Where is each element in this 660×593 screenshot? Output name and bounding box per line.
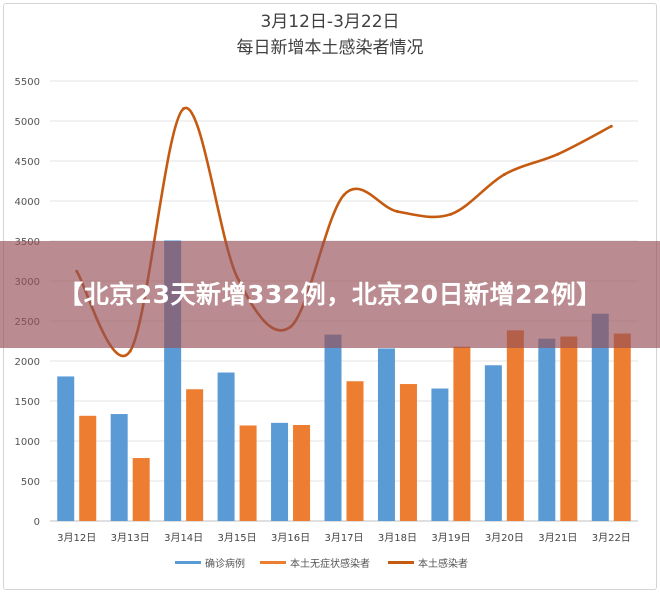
bar-confirmed xyxy=(484,365,502,521)
legend-label: 本土无症状感染者 xyxy=(290,557,370,570)
bar-asymptomatic xyxy=(186,389,204,521)
headline-text: 【北京23天新增332例，北京20日新增22例】 xyxy=(58,279,602,309)
legend: 确诊病例 本土无症状感染者 本土感染者 xyxy=(175,557,468,570)
x-tick-label: 3月20日 xyxy=(485,532,524,544)
y-tick-label: 5500 xyxy=(15,77,40,88)
line-point xyxy=(502,173,506,177)
line-point xyxy=(609,124,613,128)
chart-subtitle: 每日新增本土感染者情况 xyxy=(237,38,424,58)
bar-confirmed xyxy=(431,388,449,521)
line-point xyxy=(395,209,399,213)
bar-confirmed xyxy=(217,372,235,521)
bar-confirmed xyxy=(538,338,556,521)
legend-swatch xyxy=(175,561,201,564)
x-tick-label: 3月19日 xyxy=(431,532,470,544)
y-tick-label: 5000 xyxy=(15,117,40,128)
line-point xyxy=(128,349,132,353)
bars xyxy=(57,240,631,521)
x-tick-label: 3月16日 xyxy=(271,532,310,544)
y-tick-label: 4500 xyxy=(15,157,40,168)
legend-item: 确诊病例 xyxy=(175,557,245,570)
y-tick-label: 4000 xyxy=(15,197,40,208)
x-tick-label: 3月15日 xyxy=(218,532,257,544)
bar-confirmed xyxy=(591,313,609,521)
bar-asymptomatic xyxy=(132,458,150,521)
legend-item: 本土无症状感染者 xyxy=(260,557,370,570)
headline-banner: 【北京23天新增332例，北京20日新增22例】 xyxy=(0,241,660,348)
legend-label: 本土感染者 xyxy=(418,557,468,570)
x-tick-label: 3月14日 xyxy=(164,532,203,544)
bar-asymptomatic xyxy=(506,330,524,521)
x-tick-label: 3月18日 xyxy=(378,532,417,544)
bar-asymptomatic xyxy=(346,381,364,521)
legend-swatch xyxy=(388,561,414,564)
bar-asymptomatic xyxy=(613,333,631,521)
x-tick-label: 3月17日 xyxy=(324,532,363,544)
bar-confirmed xyxy=(110,414,128,521)
chart-title: 3月12日-3月22日 xyxy=(260,12,399,32)
x-tick-label: 3月22日 xyxy=(592,532,631,544)
bar-confirmed xyxy=(324,334,342,521)
legend-label: 确诊病例 xyxy=(205,557,245,570)
y-tick-label: 2000 xyxy=(15,357,40,368)
line-point xyxy=(182,107,186,111)
bar-confirmed xyxy=(271,422,289,521)
bar-asymptomatic xyxy=(293,425,311,521)
x-tick-label: 3月12日 xyxy=(57,532,96,544)
y-tick-label: 1000 xyxy=(15,437,40,448)
x-tick-label: 3月21日 xyxy=(538,532,577,544)
bar-confirmed xyxy=(377,348,395,521)
x-axis-ticks: 3月12日 3月13日 3月14日 3月15日 3月16日 3月17日 3月18日 3月19日… xyxy=(57,532,631,544)
bar-asymptomatic xyxy=(239,425,257,521)
bar-asymptomatic xyxy=(79,415,97,521)
line-point xyxy=(342,193,346,197)
bar-asymptomatic xyxy=(453,346,471,521)
y-tick-label: 0 xyxy=(34,517,40,528)
legend-item: 本土感染者 xyxy=(388,557,468,570)
legend-swatch xyxy=(260,561,286,564)
y-tick-label: 1500 xyxy=(15,397,40,408)
bar-confirmed xyxy=(57,376,75,521)
y-tick-label: 500 xyxy=(21,477,40,488)
line-point xyxy=(449,212,453,216)
bar-asymptomatic xyxy=(399,384,417,521)
line-point xyxy=(556,152,560,156)
bar-asymptomatic xyxy=(560,336,578,521)
x-tick-label: 3月13日 xyxy=(111,532,150,544)
